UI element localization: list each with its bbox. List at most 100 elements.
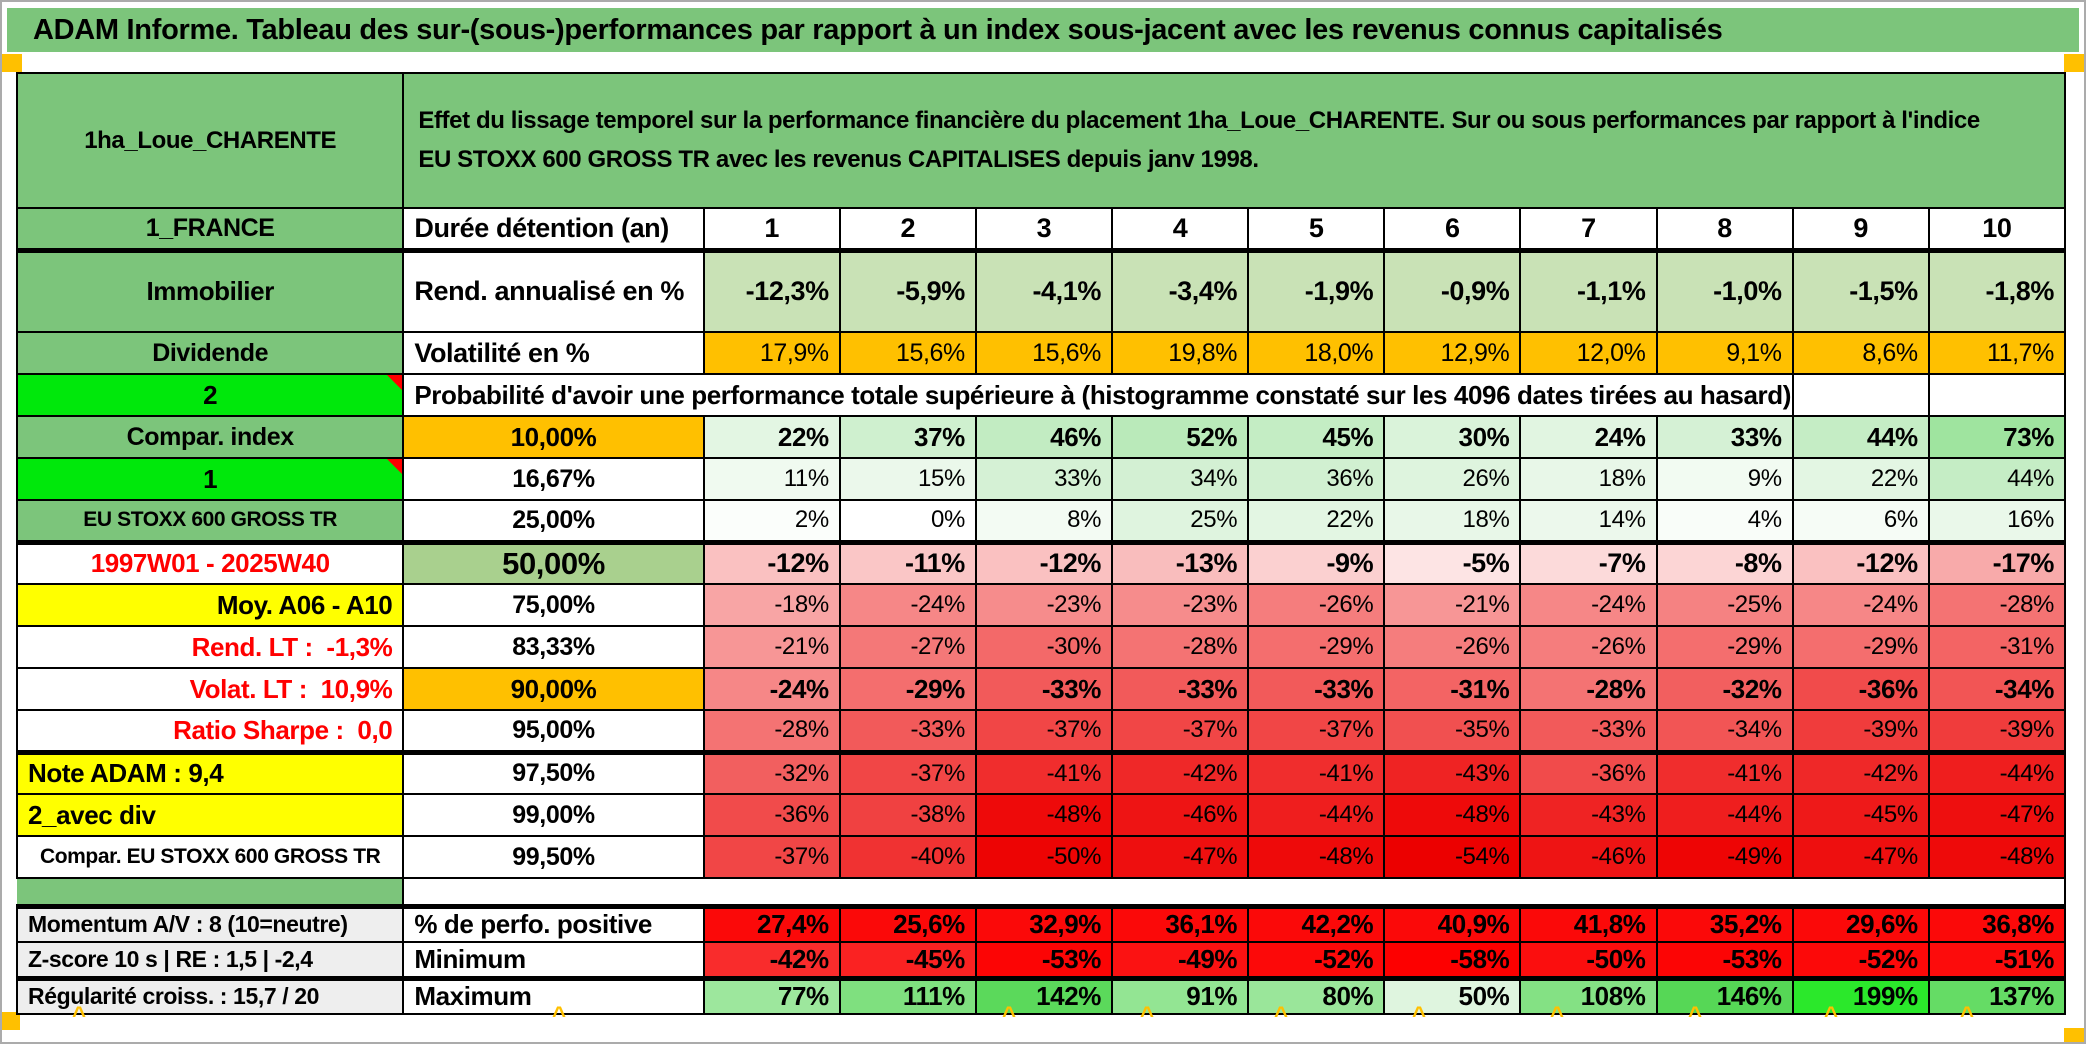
data-cell[interactable]: 33% <box>974 457 1114 501</box>
data-cell[interactable]: -7% <box>1519 539 1658 585</box>
data-cell[interactable]: 19,8% <box>1111 331 1250 375</box>
data-cell[interactable]: 17,9% <box>702 331 841 375</box>
data-cell[interactable]: 37% <box>838 415 977 459</box>
data-cell[interactable]: 199% <box>1791 975 1930 1015</box>
data-cell[interactable]: 45% <box>1247 415 1386 459</box>
data-cell[interactable]: 32,9% <box>974 903 1114 943</box>
data-cell[interactable]: -53% <box>1655 941 1794 979</box>
data-cell[interactable]: -24% <box>702 667 841 711</box>
data-cell[interactable]: 44% <box>1791 415 1930 459</box>
data-cell[interactable]: 73% <box>1927 415 2067 459</box>
data-cell[interactable]: -48% <box>1927 835 2067 879</box>
data-cell[interactable]: 2% <box>702 499 841 543</box>
row-label-cell[interactable]: Durée détention (an) <box>402 207 705 251</box>
data-cell[interactable]: 142% <box>974 975 1114 1015</box>
data-cell[interactable]: -23% <box>974 583 1114 627</box>
probability-note-cell[interactable]: Probabilité d'avoir une performance tota… <box>402 373 1794 417</box>
data-cell[interactable]: -36% <box>702 793 841 837</box>
data-cell[interactable]: 52% <box>1111 415 1250 459</box>
data-cell[interactable]: 36,8% <box>1927 903 2067 943</box>
data-cell[interactable]: -31% <box>1383 667 1522 711</box>
data-cell[interactable]: -18% <box>702 583 841 627</box>
data-cell[interactable]: -44% <box>1927 749 2067 795</box>
data-cell[interactable]: -46% <box>1519 835 1658 879</box>
data-cell[interactable]: -29% <box>1247 625 1386 669</box>
data-cell[interactable]: -23% <box>1111 583 1250 627</box>
data-cell[interactable]: 22% <box>1791 457 1930 501</box>
data-cell[interactable]: -36% <box>1519 749 1658 795</box>
row-label-cell[interactable]: Minimum <box>402 941 705 979</box>
data-cell[interactable]: 25% <box>1111 499 1250 543</box>
data-cell[interactable]: 8 <box>1655 207 1794 251</box>
row-header-cell[interactable]: Compar. index <box>15 415 405 459</box>
separator-cell[interactable] <box>17 878 404 906</box>
data-cell[interactable]: -33% <box>974 667 1114 711</box>
data-cell[interactable]: 12,9% <box>1383 331 1522 375</box>
data-cell[interactable]: -26% <box>1383 625 1522 669</box>
data-cell[interactable]: 35,2% <box>1655 903 1794 943</box>
data-cell[interactable]: -12,3% <box>702 247 841 333</box>
data-cell[interactable]: 27,4% <box>702 903 841 943</box>
data-cell[interactable]: 15% <box>838 457 977 501</box>
data-cell[interactable]: -49% <box>1111 941 1250 979</box>
row-label-cell[interactable]: 50,00% <box>402 539 705 585</box>
data-cell[interactable]: -42% <box>702 941 841 979</box>
data-cell[interactable]: 15,6% <box>974 331 1114 375</box>
data-cell[interactable]: -43% <box>1519 793 1658 837</box>
data-cell[interactable]: -1,0% <box>1655 247 1794 333</box>
data-cell[interactable]: 80% <box>1247 975 1386 1015</box>
data-cell[interactable]: 16% <box>1927 499 2067 543</box>
data-cell[interactable]: -37% <box>1247 709 1386 753</box>
row-header-cell[interactable]: EU STOXX 600 GROSS TR <box>15 499 405 543</box>
row-label-cell[interactable]: 16,67% <box>402 457 705 501</box>
data-cell[interactable]: -12% <box>1791 539 1930 585</box>
data-cell[interactable]: -28% <box>1519 667 1658 711</box>
data-cell[interactable]: -58% <box>1383 941 1522 979</box>
row-header-cell[interactable]: Régularité croiss. : 15,7 / 20 <box>15 975 405 1015</box>
data-cell[interactable]: -24% <box>1519 583 1658 627</box>
data-cell[interactable]: -34% <box>1655 709 1794 753</box>
data-cell[interactable]: -37% <box>974 709 1114 753</box>
table-description-cell[interactable]: Effet du lissage temporel sur la perform… <box>402 72 2066 209</box>
row-label-cell[interactable]: % de perfo. positive <box>402 903 705 943</box>
empty-cell[interactable] <box>1927 373 2067 417</box>
data-cell[interactable]: -27% <box>838 625 977 669</box>
data-cell[interactable]: 18% <box>1519 457 1658 501</box>
data-cell[interactable]: -1,8% <box>1927 247 2067 333</box>
data-cell[interactable]: -48% <box>1247 835 1386 879</box>
data-cell[interactable]: 2 <box>838 207 977 251</box>
data-cell[interactable]: -50% <box>1519 941 1658 979</box>
row-header-cell[interactable]: 2_avec div <box>15 793 405 837</box>
data-cell[interactable]: 40,9% <box>1383 903 1522 943</box>
data-cell[interactable]: -5,9% <box>838 247 977 333</box>
data-cell[interactable]: 7 <box>1519 207 1658 251</box>
data-cell[interactable]: -1,1% <box>1519 247 1658 333</box>
data-cell[interactable]: -54% <box>1383 835 1522 879</box>
row-label-cell[interactable]: 90,00% <box>402 667 705 711</box>
row-header-cell[interactable]: Compar. EU STOXX 600 GROSS TR <box>15 835 405 879</box>
data-cell[interactable]: -13% <box>1111 539 1250 585</box>
row-header-cell[interactable]: Immobilier <box>15 247 405 333</box>
data-cell[interactable]: -29% <box>1655 625 1794 669</box>
data-cell[interactable]: -28% <box>1111 625 1250 669</box>
data-cell[interactable]: 12,0% <box>1519 331 1658 375</box>
data-cell[interactable]: -52% <box>1247 941 1386 979</box>
data-cell[interactable]: -21% <box>702 625 841 669</box>
data-cell[interactable]: 5 <box>1247 207 1386 251</box>
data-cell[interactable]: -33% <box>1519 709 1658 753</box>
row-label-cell[interactable]: 99,50% <box>402 835 705 879</box>
row-header-cell[interactable]: Z-score 10 s | RE : 1,5 | -2,4 <box>15 941 405 979</box>
data-cell[interactable]: 18% <box>1383 499 1522 543</box>
data-cell[interactable]: -25% <box>1655 583 1794 627</box>
data-cell[interactable]: -28% <box>702 709 841 753</box>
data-cell[interactable]: 6 <box>1383 207 1522 251</box>
placement-name-cell[interactable]: 1ha_Loue_CHARENTE <box>15 72 405 209</box>
row-header-cell[interactable]: 1 <box>15 457 405 501</box>
row-label-cell[interactable]: 97,50% <box>402 749 705 795</box>
data-cell[interactable]: 46% <box>974 415 1114 459</box>
data-cell[interactable]: -38% <box>838 793 977 837</box>
data-cell[interactable]: -0,9% <box>1383 247 1522 333</box>
data-cell[interactable]: 15,6% <box>838 331 977 375</box>
data-cell[interactable]: -32% <box>702 749 841 795</box>
data-cell[interactable]: -46% <box>1111 793 1250 837</box>
